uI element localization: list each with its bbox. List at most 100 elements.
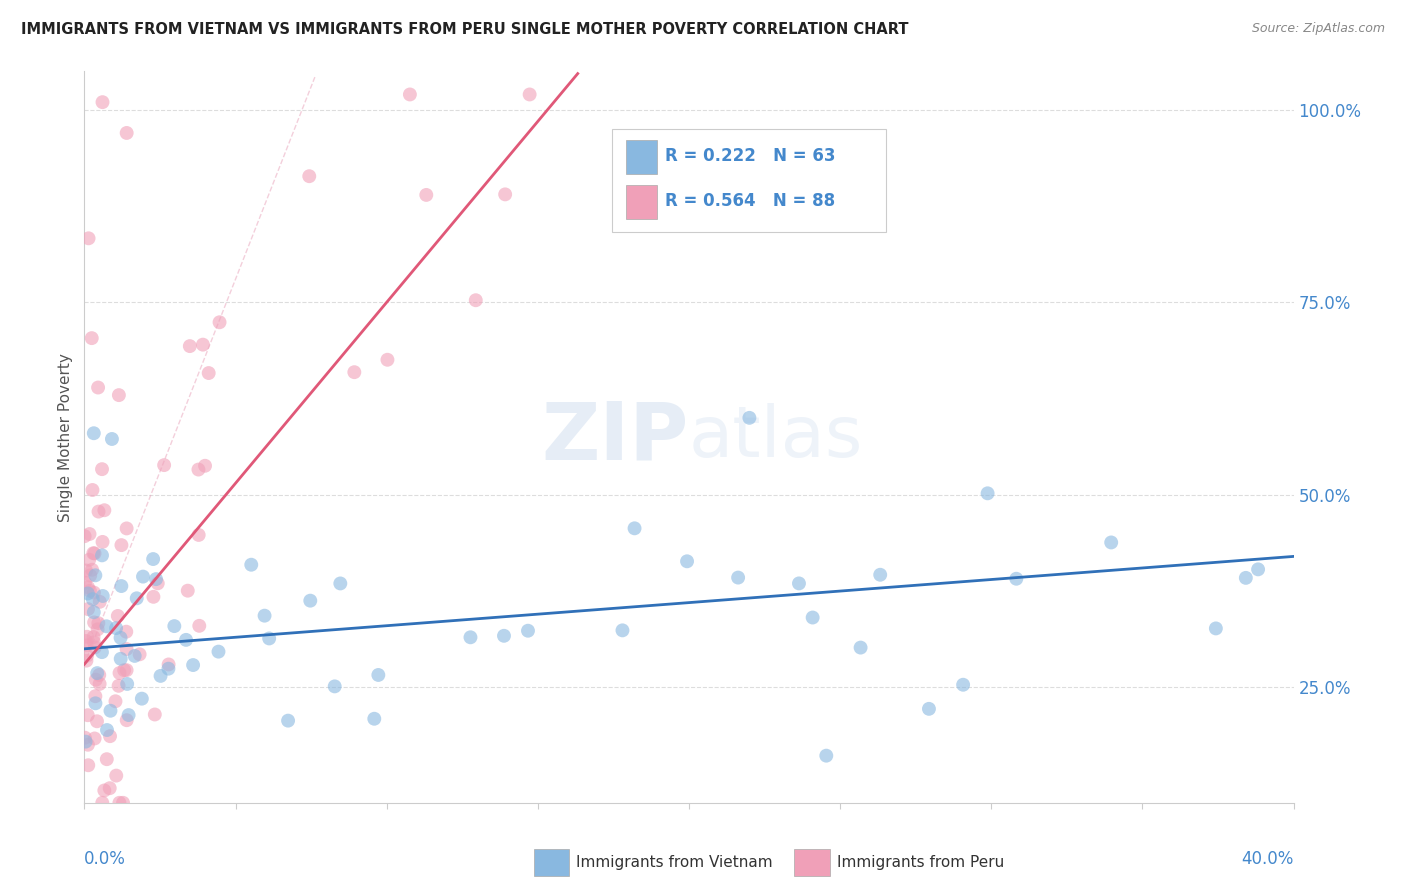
Point bbox=[174, 632, 197, 647]
Point bbox=[79, 568, 101, 582]
Point bbox=[79, 583, 101, 598]
Point bbox=[1099, 535, 1122, 549]
Point bbox=[399, 87, 422, 102]
Point bbox=[277, 714, 299, 728]
Text: 0.0%: 0.0% bbox=[84, 850, 127, 868]
Text: IMMIGRANTS FROM VIETNAM VS IMMIGRANTS FROM PERU SINGLE MOTHER POVERTY CORRELATIO: IMMIGRANTS FROM VIETNAM VS IMMIGRANTS FR… bbox=[21, 22, 908, 37]
Point bbox=[108, 666, 131, 681]
Point bbox=[329, 576, 352, 591]
Point bbox=[83, 615, 105, 630]
Point bbox=[96, 752, 118, 766]
Point bbox=[87, 380, 110, 394]
Point bbox=[77, 552, 100, 566]
Point bbox=[142, 552, 165, 566]
Point bbox=[107, 609, 129, 624]
Point bbox=[96, 723, 118, 737]
Point bbox=[83, 546, 105, 560]
Point bbox=[105, 621, 128, 635]
Point bbox=[89, 595, 111, 609]
Point bbox=[1005, 572, 1028, 586]
Point bbox=[128, 648, 150, 662]
Point bbox=[253, 608, 276, 623]
Point bbox=[187, 528, 209, 542]
Point bbox=[157, 657, 180, 672]
Point bbox=[952, 678, 974, 692]
Point bbox=[86, 623, 108, 637]
Point bbox=[73, 529, 96, 543]
Text: Immigrants from Vietnam: Immigrants from Vietnam bbox=[576, 855, 773, 870]
Point bbox=[75, 564, 97, 578]
Point bbox=[83, 640, 105, 655]
Point bbox=[91, 589, 114, 603]
Point bbox=[91, 549, 114, 563]
Point bbox=[918, 702, 941, 716]
Point bbox=[77, 580, 100, 594]
Point bbox=[84, 696, 107, 710]
Point bbox=[91, 95, 114, 110]
Point bbox=[82, 483, 104, 497]
Point bbox=[86, 714, 108, 729]
Point bbox=[115, 713, 138, 727]
Point bbox=[257, 632, 280, 646]
Point bbox=[143, 707, 166, 722]
Point bbox=[519, 87, 541, 102]
Point bbox=[117, 708, 139, 723]
Point bbox=[82, 592, 104, 607]
Point bbox=[89, 677, 111, 691]
Point bbox=[976, 486, 998, 500]
Point bbox=[76, 708, 98, 723]
Point bbox=[787, 576, 810, 591]
Point bbox=[84, 689, 107, 703]
Point bbox=[115, 663, 138, 677]
Point bbox=[1234, 571, 1257, 585]
Point bbox=[323, 679, 346, 693]
Point bbox=[75, 654, 97, 668]
Point bbox=[188, 619, 211, 633]
Point bbox=[1205, 622, 1227, 636]
Point bbox=[83, 605, 105, 619]
Point bbox=[146, 576, 169, 591]
Point bbox=[115, 521, 138, 535]
Point bbox=[75, 734, 97, 748]
Point bbox=[132, 569, 155, 583]
Y-axis label: Single Mother Poverty: Single Mother Poverty bbox=[58, 352, 73, 522]
Point bbox=[84, 568, 107, 582]
Point bbox=[77, 231, 100, 245]
Point bbox=[298, 169, 321, 184]
Point bbox=[377, 352, 399, 367]
Point bbox=[115, 126, 138, 140]
Point bbox=[84, 673, 107, 687]
Point bbox=[105, 769, 128, 783]
Point bbox=[108, 388, 131, 402]
Point bbox=[163, 619, 186, 633]
Point bbox=[100, 704, 122, 718]
Point bbox=[460, 630, 482, 644]
Point bbox=[107, 679, 129, 693]
Point bbox=[93, 783, 115, 797]
Point bbox=[91, 535, 114, 549]
Point bbox=[676, 554, 699, 568]
Point bbox=[79, 527, 101, 541]
Point bbox=[76, 630, 98, 644]
Point bbox=[124, 648, 146, 663]
Point bbox=[110, 538, 132, 552]
Point bbox=[83, 630, 105, 644]
Point bbox=[76, 586, 98, 600]
Point bbox=[177, 583, 200, 598]
Text: ZIP: ZIP bbox=[541, 398, 689, 476]
Point bbox=[83, 635, 105, 649]
Point bbox=[207, 645, 229, 659]
Point bbox=[179, 339, 201, 353]
Point bbox=[1247, 562, 1270, 576]
Text: R = 0.222   N = 63: R = 0.222 N = 63 bbox=[665, 147, 835, 165]
Text: atlas: atlas bbox=[689, 402, 863, 472]
Point bbox=[82, 563, 104, 577]
Point bbox=[101, 432, 124, 446]
Point bbox=[492, 629, 515, 643]
Point bbox=[86, 666, 108, 681]
Point bbox=[104, 694, 127, 708]
Point bbox=[149, 669, 172, 683]
Point bbox=[194, 458, 217, 473]
Point bbox=[76, 639, 98, 653]
Point bbox=[73, 731, 96, 745]
